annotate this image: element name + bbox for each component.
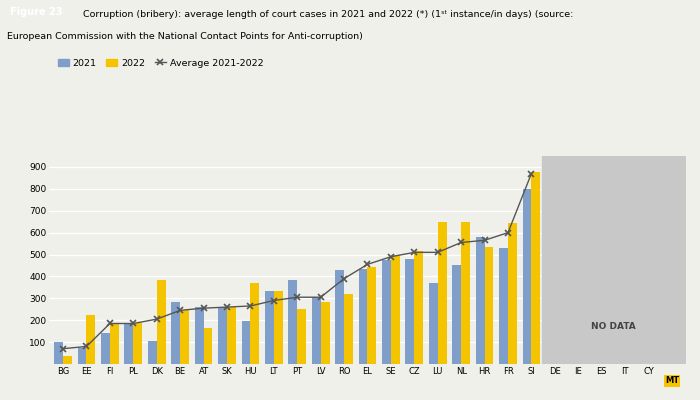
Bar: [274, 291, 283, 364]
Bar: [265, 291, 274, 364]
Bar: [335, 270, 344, 364]
Bar: [531, 172, 540, 364]
Text: Figure 23: Figure 23: [10, 7, 63, 17]
Bar: [148, 341, 157, 364]
Bar: [476, 237, 484, 364]
Bar: [438, 222, 447, 364]
Legend: 2021, 2022, Average 2021-2022: 2021, 2022, Average 2021-2022: [54, 55, 267, 71]
Text: European Commission with the National Contact Points for Anti-corruption): European Commission with the National Co…: [7, 32, 363, 41]
Bar: [251, 283, 259, 364]
Bar: [125, 324, 133, 364]
Bar: [101, 333, 110, 364]
Bar: [110, 324, 119, 364]
Bar: [382, 260, 391, 364]
Bar: [391, 254, 400, 364]
Bar: [358, 269, 368, 364]
Bar: [484, 247, 494, 364]
Text: MT: MT: [665, 376, 679, 386]
Bar: [157, 280, 166, 364]
Bar: [452, 266, 461, 364]
Bar: [204, 328, 213, 364]
Bar: [195, 307, 204, 364]
Bar: [298, 309, 306, 364]
Bar: [321, 302, 330, 364]
Bar: [180, 310, 189, 364]
Bar: [63, 356, 72, 364]
Bar: [461, 222, 470, 364]
Bar: [344, 294, 353, 364]
Bar: [499, 248, 508, 364]
Bar: [508, 223, 517, 364]
Bar: [133, 324, 142, 364]
Text: NO DATA: NO DATA: [591, 322, 636, 331]
Bar: [218, 307, 227, 364]
Bar: [522, 189, 531, 364]
Bar: [312, 297, 321, 364]
Bar: [227, 307, 236, 364]
Text: Corruption (bribery): average length of court cases in 2021 and 2022 (*) (1ˢᵗ in: Corruption (bribery): average length of …: [80, 10, 574, 19]
Bar: [414, 251, 424, 364]
Bar: [288, 280, 298, 364]
Bar: [78, 348, 87, 364]
Bar: [429, 283, 438, 364]
Bar: [172, 302, 180, 364]
Bar: [542, 156, 685, 364]
Bar: [54, 342, 63, 364]
Bar: [87, 315, 95, 364]
Bar: [405, 259, 414, 364]
Bar: [241, 321, 251, 364]
Bar: [368, 266, 377, 364]
